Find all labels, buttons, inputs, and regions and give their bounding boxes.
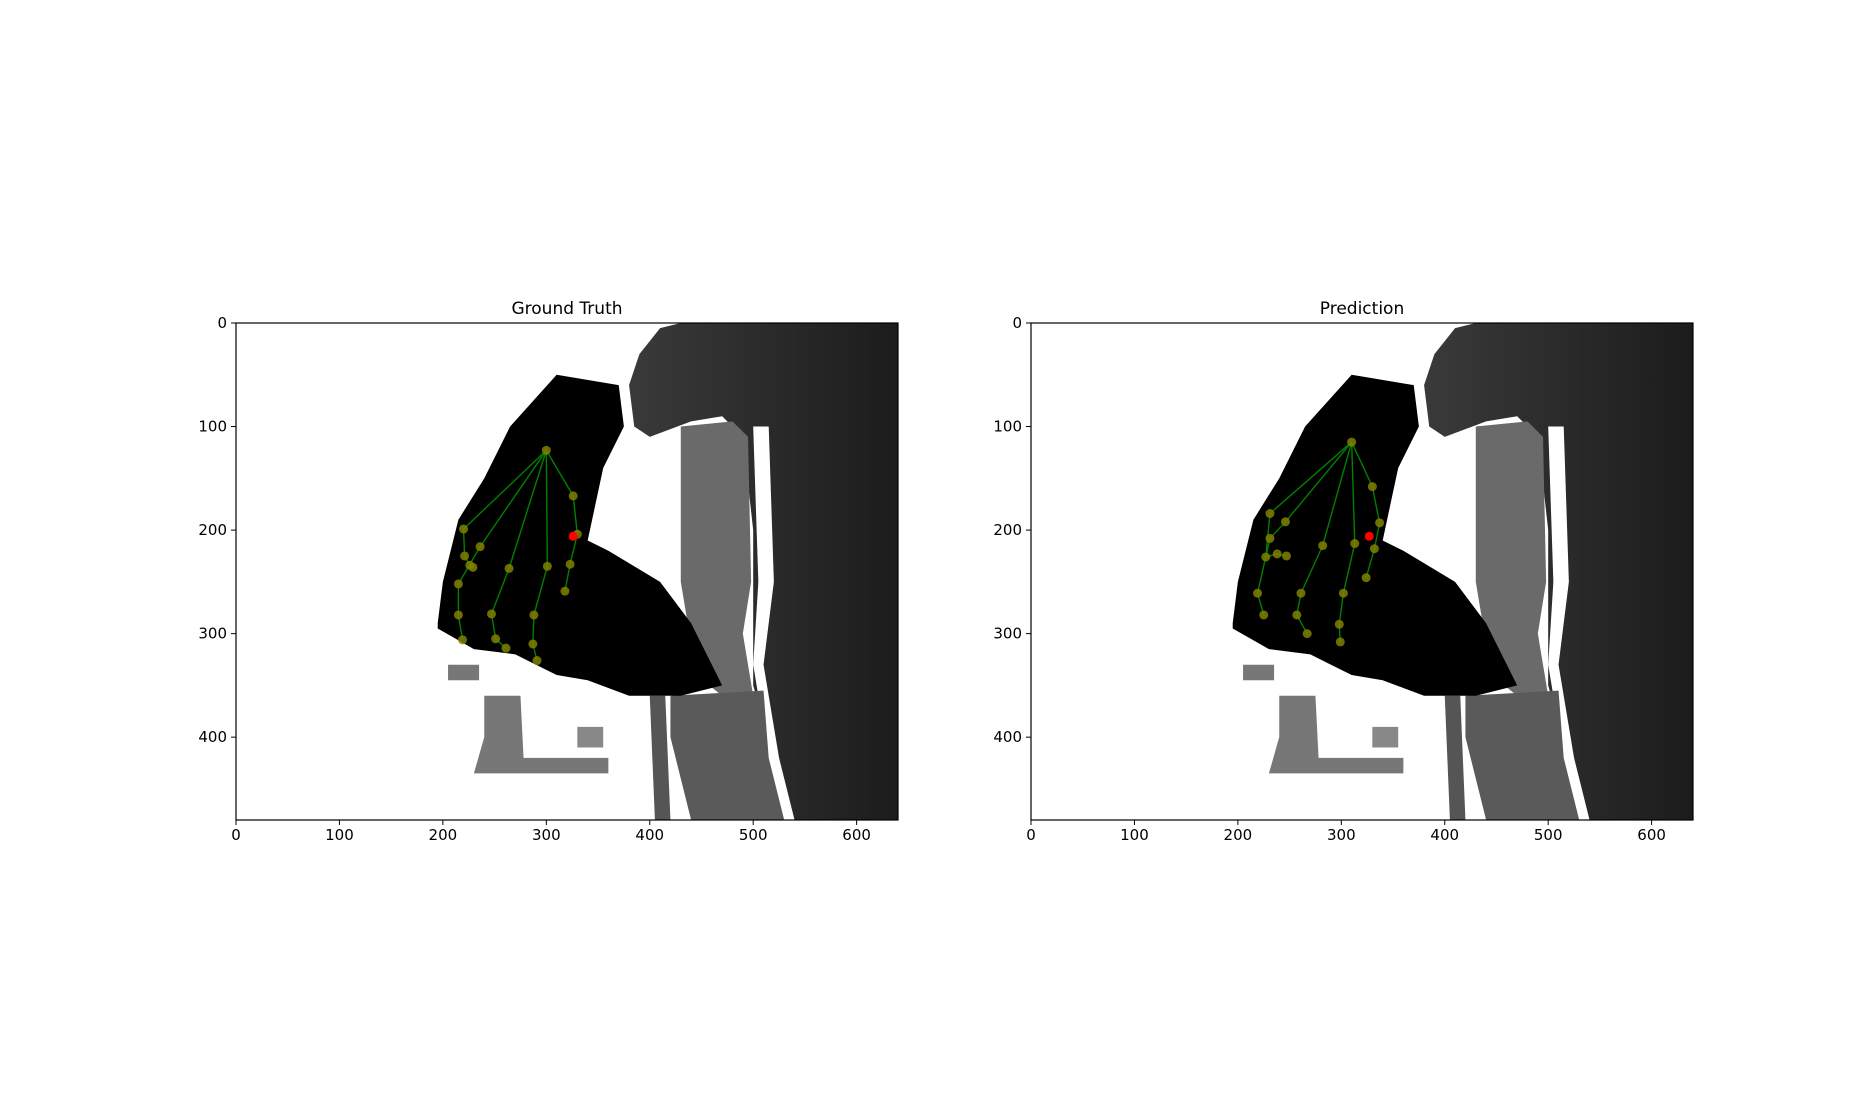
y-tick-label: 0 xyxy=(1012,314,1022,332)
keypoint xyxy=(475,542,485,552)
bone xyxy=(490,568,510,615)
y-tick-label: 200 xyxy=(993,521,1022,539)
bone xyxy=(1371,486,1381,523)
highlight-point xyxy=(568,531,578,541)
x-tick-label: 500 xyxy=(1534,826,1563,844)
bone xyxy=(1350,442,1356,544)
x-tick-label: 400 xyxy=(635,826,664,844)
keypoint xyxy=(541,445,551,455)
keypoint xyxy=(565,559,575,569)
bone xyxy=(532,614,535,645)
x-tick-label: 600 xyxy=(842,826,871,844)
x-tick-label: 600 xyxy=(1637,826,1666,844)
keypoint xyxy=(453,610,463,620)
x-tick-label: 100 xyxy=(1120,826,1149,844)
keypoint xyxy=(468,562,478,572)
x-tick-label: 200 xyxy=(1224,826,1253,844)
bone xyxy=(1342,543,1356,594)
bone xyxy=(1365,548,1376,578)
x-tick-label: 500 xyxy=(739,826,768,844)
keypoint xyxy=(458,635,468,645)
keypoint xyxy=(542,561,552,571)
keypoint xyxy=(1280,517,1290,527)
x-tick-label: 400 xyxy=(1430,826,1459,844)
keypoint xyxy=(486,609,496,619)
keypoint xyxy=(532,656,542,666)
bone xyxy=(479,449,547,548)
keypoint xyxy=(1338,588,1348,598)
keypoint xyxy=(560,586,570,596)
keypoint xyxy=(1265,509,1275,519)
keypoint xyxy=(501,643,511,653)
highlight-point xyxy=(1364,531,1374,541)
chart-title: Ground Truth xyxy=(511,299,622,319)
chart-title: Prediction xyxy=(1320,299,1404,319)
y-tick-label: 0 xyxy=(217,314,227,332)
keypoint xyxy=(529,610,539,620)
y-tick-label: 200 xyxy=(198,521,227,539)
keypoint xyxy=(1302,629,1312,639)
y-tick-label: 100 xyxy=(198,418,227,436)
keypoint xyxy=(1350,539,1360,549)
keypoint xyxy=(1292,610,1302,620)
keypoint xyxy=(1259,610,1269,620)
keypoint xyxy=(459,524,469,534)
keypoint xyxy=(1261,552,1271,562)
bone xyxy=(463,449,547,530)
depth-image xyxy=(1031,323,1693,820)
axes-frame xyxy=(1030,322,1694,821)
keypoint xyxy=(1272,549,1282,559)
bone xyxy=(1300,545,1324,594)
x-tick-label: 300 xyxy=(532,826,561,844)
keypoint xyxy=(1369,544,1379,554)
keypoint xyxy=(1347,437,1357,447)
y-tick-label: 100 xyxy=(993,418,1022,436)
keypoint xyxy=(491,634,501,644)
x-tick-label: 0 xyxy=(1026,826,1036,844)
bone xyxy=(1284,441,1353,523)
y-tick-label: 300 xyxy=(198,625,227,643)
y-tick-label: 300 xyxy=(993,625,1022,643)
keypoint xyxy=(528,639,538,649)
bone xyxy=(545,450,549,567)
keypoint xyxy=(1375,518,1385,528)
bone xyxy=(1322,441,1353,546)
y-tick-label: 400 xyxy=(993,728,1022,746)
keypoint xyxy=(504,563,514,573)
x-tick-label: 200 xyxy=(429,826,458,844)
keypoint xyxy=(1253,588,1263,598)
bone xyxy=(1351,441,1373,487)
y-tick-label: 400 xyxy=(198,728,227,746)
bone xyxy=(508,450,547,569)
keypoint xyxy=(1296,588,1306,598)
bone xyxy=(545,450,574,497)
axes: 0 100 200 300 400 500 600 0 100 200 300 400 Predicti… xyxy=(993,299,1694,844)
bone xyxy=(564,564,571,592)
keypoint xyxy=(568,491,578,501)
bone xyxy=(1256,538,1271,594)
depth-image xyxy=(236,323,898,820)
x-tick-label: 0 xyxy=(231,826,241,844)
bone xyxy=(533,566,549,616)
keypoint xyxy=(1361,573,1371,583)
bone xyxy=(572,495,579,535)
axes-frame xyxy=(235,322,899,821)
keypoint xyxy=(460,551,470,561)
bone xyxy=(1269,441,1353,515)
keypoint xyxy=(1265,533,1275,543)
keypoint xyxy=(1335,637,1345,647)
bone xyxy=(1338,593,1345,625)
x-tick-label: 100 xyxy=(325,826,354,844)
keypoint xyxy=(1318,541,1328,551)
keypoint xyxy=(1334,619,1344,629)
keypoint xyxy=(453,579,463,589)
keypoint xyxy=(1367,482,1377,492)
axes: 0 100 200 300 400 500 600 0 100 200 300 400 Ground T… xyxy=(198,299,899,844)
keypoint xyxy=(1281,551,1291,561)
x-tick-label: 300 xyxy=(1327,826,1356,844)
